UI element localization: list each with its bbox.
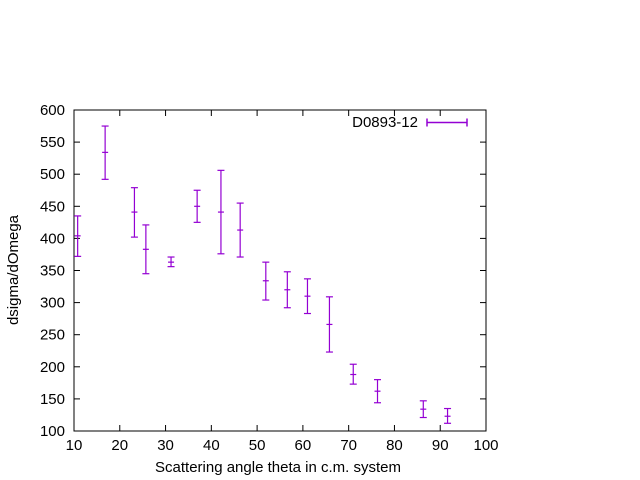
ticks [73, 109, 487, 432]
data-point [236, 202, 244, 258]
x-tick-label: 30 [157, 437, 174, 454]
plot-frame [73, 109, 487, 432]
x-axis-label: Scattering angle theta in c.m. system [155, 459, 401, 476]
x-tick-label: 20 [111, 437, 128, 454]
data-point [74, 215, 82, 257]
y-tick-label: 550 [40, 134, 65, 151]
data-point [167, 256, 175, 268]
y-axis-label: dsigma/dOmega [5, 214, 22, 325]
x-tick-label: 80 [386, 437, 403, 454]
data-point [130, 187, 138, 238]
data-point [101, 125, 109, 180]
data-point [444, 407, 452, 424]
x-tick-label: 50 [249, 437, 266, 454]
y-tick-label: 400 [40, 230, 65, 247]
plot-border [73, 109, 487, 432]
x-tick-label: 10 [66, 437, 83, 454]
data-point [325, 296, 333, 353]
y-tick-label: 350 [40, 263, 65, 280]
y-tick-label: 100 [40, 423, 65, 440]
data-point [419, 400, 427, 419]
tick-labels: 10 20 30 40 50 60 70 80 90 100 100 150 200 250 300 350 4… [40, 102, 499, 454]
data-point [283, 271, 291, 309]
y-tick-label: 150 [40, 391, 65, 408]
y-tick-label: 200 [40, 359, 65, 376]
x-tick-label: 70 [340, 437, 357, 454]
y-tick-label: 450 [40, 198, 65, 215]
data-points [74, 125, 452, 424]
data-point [142, 224, 150, 275]
legend-label: D0893-12 [352, 114, 418, 131]
data-point [349, 363, 357, 385]
y-tick-label: 600 [40, 102, 65, 119]
x-tick-label: 100 [473, 437, 498, 454]
x-tick-label: 40 [203, 437, 220, 454]
y-tick-label: 300 [40, 295, 65, 312]
data-point [262, 261, 270, 301]
x-tick-label: 90 [432, 437, 449, 454]
data-point [374, 379, 382, 404]
data-point [303, 278, 311, 315]
x-tick-label: 60 [295, 437, 312, 454]
y-tick-label: 500 [40, 166, 65, 183]
data-point [193, 189, 201, 223]
y-tick-label: 250 [40, 327, 65, 344]
legend: D0893-12 [352, 114, 468, 131]
data-point [217, 169, 225, 255]
